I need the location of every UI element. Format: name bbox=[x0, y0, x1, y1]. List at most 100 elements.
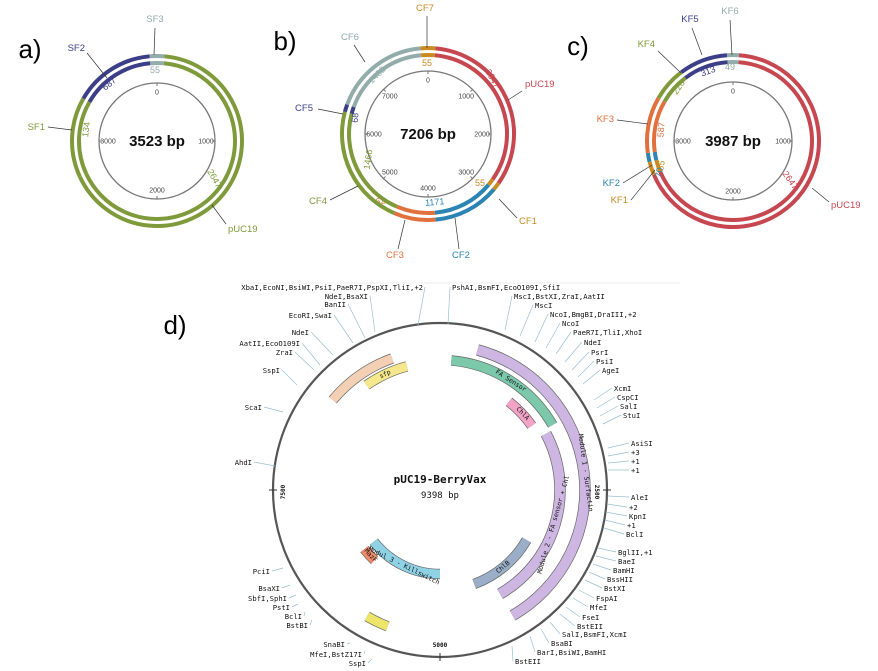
segment-length: 55 bbox=[475, 178, 485, 188]
restriction-site: AleI bbox=[631, 493, 648, 502]
site-leader bbox=[367, 658, 373, 664]
site-leader bbox=[363, 650, 366, 655]
site-leader bbox=[504, 295, 513, 331]
site-leader bbox=[604, 519, 626, 526]
segment-label: CF4 bbox=[309, 196, 327, 207]
site-leader bbox=[577, 360, 595, 378]
segment-inner-arc bbox=[347, 113, 398, 209]
segment-outer-arc bbox=[345, 46, 421, 106]
restriction-site: BsaBI bbox=[551, 639, 573, 648]
restriction-site: AatII,EcoO109I bbox=[239, 339, 300, 348]
leader-line bbox=[317, 108, 344, 115]
segment-outer-arc bbox=[656, 70, 683, 100]
leader-line bbox=[454, 217, 460, 250]
site-leader bbox=[369, 295, 376, 333]
leader-line bbox=[811, 187, 830, 203]
segment-outer-arc bbox=[652, 53, 822, 229]
site-leader bbox=[549, 621, 561, 635]
site-leader bbox=[602, 414, 622, 425]
restriction-site: NcoI bbox=[562, 319, 579, 328]
tick-label: 6000 bbox=[366, 132, 382, 139]
segment-outer-arc bbox=[680, 53, 728, 74]
tick-label: 1000 bbox=[775, 139, 791, 146]
restriction-site: +3 bbox=[631, 448, 640, 457]
panel-b: b) 0 1000 2000 3000 4000 5000 6000 7000 CF7 55 pUC1… bbox=[273, 3, 554, 261]
restriction-site: PaeR7I,TliI,XhoI bbox=[573, 328, 642, 337]
site-leader bbox=[555, 331, 572, 355]
leader-line bbox=[498, 198, 518, 219]
segment-inner-arc bbox=[652, 100, 667, 153]
tick-label: 7000 bbox=[382, 93, 398, 100]
tick-mark bbox=[470, 89, 473, 92]
site-leader bbox=[607, 495, 630, 498]
site-leader bbox=[294, 351, 315, 371]
restriction-site: XbaI,EcoNI,BsiWI,PsiI,PaeR7I,PspXI,TliI,… bbox=[241, 283, 423, 292]
site-leader bbox=[564, 341, 583, 363]
site-leader bbox=[599, 405, 619, 417]
restriction-site: EcoRI,SwaI bbox=[289, 311, 332, 320]
segment-label: CF6 bbox=[341, 32, 359, 43]
tick-label: 3000 bbox=[100, 139, 116, 146]
restriction-site: NdeI,BsaXI bbox=[325, 292, 368, 301]
site-leader bbox=[291, 603, 299, 608]
restriction-site: AsiSI bbox=[631, 439, 653, 448]
leader-line bbox=[47, 126, 73, 131]
restriction-site: CspCI bbox=[617, 393, 639, 402]
segment-outer-arc bbox=[435, 46, 517, 185]
leader-line bbox=[729, 19, 733, 56]
site-leader bbox=[593, 387, 613, 401]
segment-label: CF7 bbox=[416, 3, 434, 14]
tick-label: 1000 bbox=[458, 93, 474, 100]
segment-inner-arc bbox=[684, 60, 728, 80]
tick-label: 0 bbox=[155, 90, 159, 97]
tick-label: 5000 bbox=[382, 170, 398, 177]
restriction-site: BanII bbox=[324, 300, 346, 309]
segment-length: 55 bbox=[422, 58, 432, 68]
site-leader bbox=[347, 303, 366, 339]
plasmid-size: 7206 bp bbox=[400, 126, 456, 143]
panel-letter: b) bbox=[273, 26, 296, 56]
segment-inner-arc bbox=[349, 106, 356, 115]
segment-inner-arc bbox=[87, 61, 151, 104]
segment-label: SF3 bbox=[146, 14, 163, 25]
restriction-site: SbfI,SphI bbox=[248, 594, 287, 603]
segment-label: KF5 bbox=[681, 14, 698, 25]
restriction-site: SspI bbox=[349, 659, 366, 668]
segment-label: CF5 bbox=[295, 103, 313, 114]
segment-outer-arc bbox=[393, 211, 436, 222]
restriction-site: AgeI bbox=[602, 366, 619, 375]
restriction-site: PshAI,BsmFI,EcoO109I,SfiI bbox=[452, 283, 560, 292]
leader-line bbox=[397, 219, 406, 250]
site-leader bbox=[572, 597, 589, 608]
segment-inner-arc bbox=[396, 204, 436, 215]
leader-line bbox=[616, 119, 649, 125]
tick-label: 1000 bbox=[198, 139, 214, 146]
segment-label: KF1 bbox=[611, 195, 628, 206]
restriction-site: +1 bbox=[627, 521, 636, 530]
leader-line bbox=[630, 169, 656, 201]
site-leader bbox=[592, 563, 612, 571]
segment-inner-arc bbox=[434, 183, 491, 215]
segment-length: 70 bbox=[653, 167, 665, 179]
leader-line bbox=[153, 27, 156, 56]
feature-arc bbox=[450, 356, 557, 428]
site-leader bbox=[605, 511, 628, 517]
leader-line bbox=[86, 52, 108, 79]
panel-c: c)0100020003000KF649pUC192647KF155KF270K… bbox=[567, 6, 861, 229]
map-size: 9398 bp bbox=[421, 491, 459, 501]
feature-arc bbox=[472, 537, 531, 589]
panel-letter: c) bbox=[567, 31, 589, 61]
tick-label: 4000 bbox=[420, 186, 436, 193]
restriction-site: BamHI bbox=[613, 566, 635, 575]
site-leader bbox=[584, 579, 603, 589]
site-leader bbox=[534, 313, 549, 343]
tick-label: 3000 bbox=[458, 170, 474, 177]
panel-letter: d) bbox=[163, 310, 186, 340]
segment-inner-arc bbox=[654, 159, 663, 173]
restriction-site: BstBI bbox=[286, 621, 308, 630]
segment-outer-arc bbox=[435, 187, 496, 222]
tick-label: 0 bbox=[426, 78, 430, 85]
restriction-site: NdeI bbox=[584, 338, 601, 347]
feature-arc bbox=[363, 362, 409, 389]
